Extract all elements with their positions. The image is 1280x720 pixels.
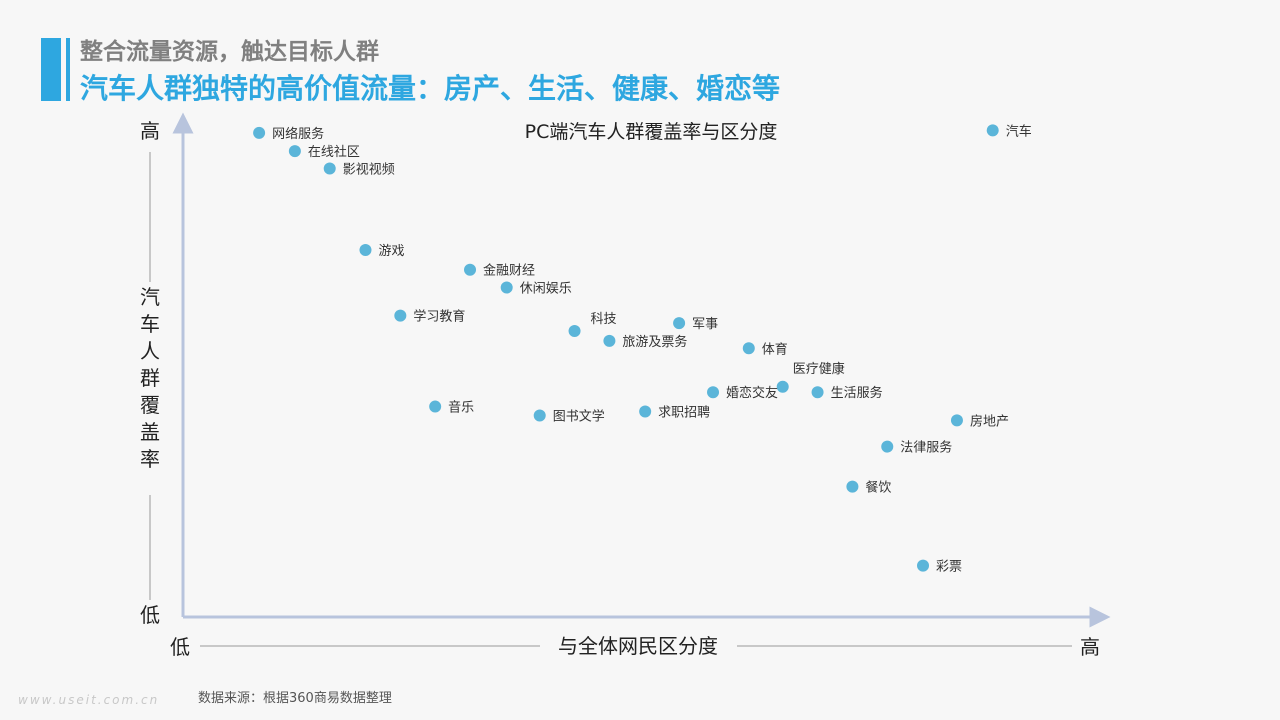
- accent-bar: [41, 38, 61, 101]
- scatter-point-label: 音乐: [448, 400, 474, 416]
- scatter-point: 汽车: [986, 123, 1032, 139]
- scatter-point-label: 科技: [591, 312, 617, 327]
- scatter-point-marker: [811, 386, 824, 399]
- data-source: 数据来源：根据360商易数据整理: [198, 691, 392, 706]
- scatter-point-marker: [500, 281, 513, 294]
- scatter-point-marker: [533, 409, 546, 422]
- scatter-point: 军事: [673, 317, 718, 332]
- scatter-point-marker: [707, 386, 720, 399]
- scatter-point-label: 求职招聘: [658, 405, 710, 420]
- scatter-point-marker: [673, 317, 686, 330]
- scatter-point-label: 游戏: [378, 244, 404, 259]
- chart-title: PC端汽车人群覆盖率与区分度: [525, 121, 778, 143]
- page-subtitle: 汽车人群独特的高价值流量：房产、生活、健康、婚恋等: [80, 72, 781, 105]
- scatter-point-marker: [846, 480, 859, 493]
- scatter-point-marker: [917, 559, 930, 572]
- scatter-point: 影视视频: [323, 162, 395, 177]
- scatter-point-marker: [776, 380, 789, 393]
- scatter-point-marker: [464, 263, 477, 276]
- scatter-point: 生活服务: [811, 385, 883, 401]
- watermark: www.useit.com.cn: [18, 693, 160, 707]
- scatter-point: 学习教育: [394, 309, 465, 325]
- scatter-point-label: 法律服务: [900, 440, 952, 456]
- y-axis-high-label: 高: [140, 119, 160, 143]
- scatter-point: 婚恋交友: [707, 385, 778, 401]
- scatter-point-label: 医疗健康: [793, 361, 845, 377]
- scatter-point-marker: [639, 405, 652, 418]
- scatter-point-label: 网络服务: [272, 126, 324, 142]
- scatter-point: 图书文学: [533, 408, 605, 424]
- scatter-point-label: 图书文学: [553, 408, 605, 424]
- scatter-point-marker: [394, 309, 407, 322]
- scatter-point: 旅游及票务: [603, 334, 687, 350]
- y-axis-title: 汽车人群覆盖率: [140, 285, 160, 471]
- scatter-point-label: 体育: [762, 341, 788, 357]
- scatter-point: 求职招聘: [639, 405, 710, 420]
- scatter-point-label: 汽车: [1006, 123, 1032, 139]
- scatter-point-marker: [288, 145, 301, 158]
- scatter-point: 医疗健康: [776, 361, 845, 393]
- scatter-point-label: 金融财经: [483, 263, 535, 279]
- scatter-point: 休闲娱乐: [500, 281, 572, 297]
- scatter-point-label: 旅游及票务: [622, 334, 687, 350]
- scatter-point-label: 休闲娱乐: [520, 282, 572, 297]
- y-axis-low-label: 低: [140, 603, 160, 627]
- x-axis-title: 与全体网民区分度: [558, 634, 718, 658]
- x-axis-high-label: 高: [1080, 635, 1100, 659]
- accent-line: [66, 38, 70, 101]
- scatter-point-marker: [429, 400, 442, 413]
- scatter-point: 房地产: [950, 413, 1009, 429]
- scatter-point: 彩票: [917, 559, 962, 575]
- scatter-point: 在线社区: [288, 144, 360, 160]
- scatter-point: 法律服务: [881, 440, 952, 456]
- page-title: 整合流量资源，触达目标人群: [80, 39, 379, 65]
- scatter-point-marker: [253, 126, 266, 139]
- scatter-point: 餐饮: [846, 480, 891, 496]
- scatter-point-marker: [950, 414, 963, 427]
- scatter-point: 网络服务: [253, 126, 324, 142]
- scatter-point-label: 餐饮: [865, 480, 891, 496]
- scatter-point-label: 生活服务: [831, 385, 883, 401]
- scatter-point-label: 彩票: [936, 560, 962, 575]
- scatter-point: 金融财经: [464, 263, 535, 279]
- scatter-point-label: 婚恋交友: [726, 385, 778, 401]
- scatter-point-label: 房地产: [970, 413, 1009, 429]
- scatter-point-marker: [323, 162, 336, 175]
- scatter-point-marker: [881, 440, 894, 453]
- scatter-point-marker: [359, 243, 372, 256]
- scatter-point-marker: [986, 124, 999, 137]
- scatter-point-label: 学习教育: [413, 309, 465, 325]
- x-axis-low-label: 低: [170, 635, 190, 659]
- scatter-point: 体育: [742, 341, 788, 357]
- scatter-point-marker: [568, 324, 581, 337]
- scatter-point: 游戏: [359, 243, 404, 259]
- scatter-point-label: 在线社区: [308, 144, 360, 160]
- scatter-point-marker: [742, 342, 755, 355]
- scatter-point-label: 军事: [692, 317, 718, 332]
- scatter-point-label: 影视视频: [343, 162, 395, 177]
- scatter-point-marker: [603, 334, 616, 347]
- scatter-point: 音乐: [429, 400, 474, 416]
- scatter-point: 科技: [568, 312, 617, 337]
